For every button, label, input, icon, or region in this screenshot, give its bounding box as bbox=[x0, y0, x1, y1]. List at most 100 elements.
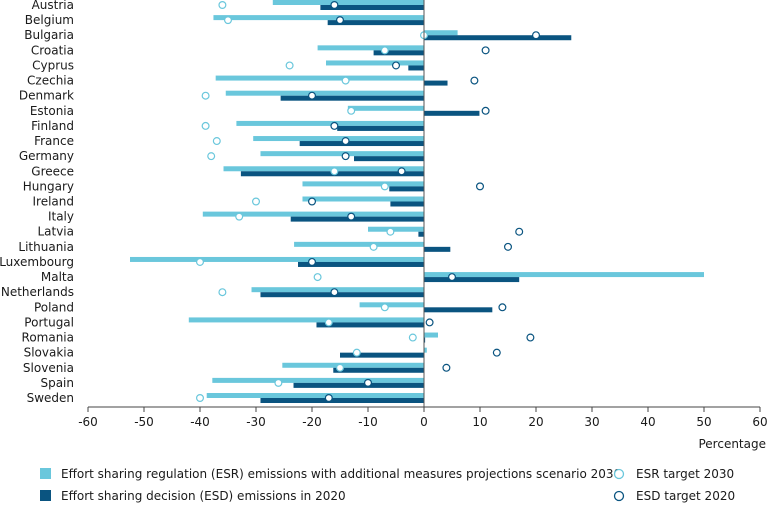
x-tick-layer: -60 -50 -40 -30 -20 -10 0 10 20 30 40 50 60 bbox=[78, 407, 768, 429]
marker-esd-target-latvia bbox=[515, 227, 524, 236]
marker-esr-target-czechia bbox=[341, 76, 350, 85]
marker-esr-target-slovenia bbox=[336, 363, 345, 372]
bar-esd-hungary bbox=[389, 186, 424, 192]
bar-esr-bulgaria bbox=[424, 30, 458, 36]
country-label-cyprus: Cyprus bbox=[32, 58, 74, 72]
country-label-netherlands: Netherlands bbox=[1, 285, 74, 299]
country-label-estonia: Estonia bbox=[30, 104, 74, 118]
bar-esr-portugal bbox=[188, 317, 424, 323]
bar-esr-sweden bbox=[206, 393, 424, 398]
marker-esr-target-cyprus bbox=[285, 61, 294, 70]
bar-esr-belgium bbox=[213, 15, 424, 21]
bar-esd-luxembourg bbox=[298, 261, 424, 267]
bar-esd-france bbox=[299, 141, 424, 147]
country-label-latvia: Latvia bbox=[37, 225, 74, 239]
bar-esd-austria bbox=[320, 5, 424, 10]
marker-esr-target-latvia bbox=[386, 227, 395, 236]
bar-esd-cyprus bbox=[408, 65, 424, 71]
marker-esr-target-greece bbox=[330, 167, 339, 176]
marker-esr-target-luxembourg bbox=[196, 257, 205, 266]
marker-esd-target-slovenia bbox=[442, 363, 451, 372]
marker-esd-target-portugal bbox=[425, 318, 434, 327]
marker-esd-target-ireland bbox=[308, 197, 317, 206]
x-tick-label: 50 bbox=[696, 415, 711, 429]
marker-esr-target-italy bbox=[235, 212, 244, 221]
marker-esr-target-spain bbox=[274, 378, 283, 387]
bar-esr-estonia bbox=[347, 105, 424, 111]
bar-esd-spain bbox=[293, 382, 424, 388]
marker-esr-target-finland bbox=[201, 121, 210, 130]
country-label-slovakia: Slovakia bbox=[24, 346, 74, 360]
marker-esr-target-ireland bbox=[252, 197, 261, 206]
x-tick-label: -30 bbox=[246, 415, 266, 429]
marker-esr-target-austria bbox=[218, 0, 227, 10]
bar-esd-croatia bbox=[373, 50, 424, 56]
x-tick-label: -40 bbox=[190, 415, 210, 429]
country-label-austria: Austria bbox=[32, 0, 74, 12]
x-tick-label: -10 bbox=[358, 415, 378, 429]
marker-esd-target-denmark bbox=[308, 91, 317, 100]
bar-esr-croatia bbox=[317, 45, 424, 51]
bar-esd-romania bbox=[424, 337, 426, 343]
bar-esr-luxembourg bbox=[130, 256, 424, 262]
bar-esd-lithuania bbox=[424, 246, 451, 252]
x-tick-label: -60 bbox=[78, 415, 98, 429]
marker-esr-target-germany bbox=[207, 152, 216, 161]
marker-esd-target-romania bbox=[526, 333, 535, 342]
bar-esr-germany bbox=[260, 151, 424, 157]
bar-esr-netherlands bbox=[251, 287, 424, 293]
marker-layer bbox=[196, 0, 540, 403]
marker-esd-target-luxembourg bbox=[308, 257, 317, 266]
country-label-ireland: Ireland bbox=[32, 195, 74, 209]
legend-esd-label: Effort sharing decision (ESD) emissions … bbox=[61, 489, 346, 503]
bar-esr-spain bbox=[212, 377, 424, 383]
marker-esd-target-germany bbox=[341, 152, 350, 161]
marker-esd-target-hungary bbox=[476, 182, 485, 191]
marker-esd-target-slovakia bbox=[492, 348, 501, 357]
legend-esr-label: Effort sharing regulation (ESR) emission… bbox=[61, 467, 621, 481]
legend-esd-target-label: ESD target 2020 bbox=[636, 489, 735, 503]
marker-esd-target-czechia bbox=[470, 76, 479, 85]
bar-esr-hungary bbox=[302, 181, 424, 187]
country-label-luxembourg: Luxembourg bbox=[0, 255, 74, 269]
marker-esr-target-slovakia bbox=[352, 348, 361, 357]
bar-esd-bulgaria bbox=[424, 35, 572, 41]
bar-esd-ireland bbox=[390, 201, 424, 207]
bar-esr-romania bbox=[424, 332, 438, 338]
marker-esd-target-poland bbox=[498, 303, 507, 312]
country-label-belgium: Belgium bbox=[25, 13, 74, 27]
bar-esr-ireland bbox=[302, 196, 424, 202]
bar-esr-finland bbox=[236, 120, 424, 126]
marker-esd-target-malta bbox=[448, 273, 457, 282]
marker-esr-target-hungary bbox=[380, 182, 389, 191]
marker-esr-target-portugal bbox=[324, 318, 333, 327]
x-tick-label: 0 bbox=[420, 415, 428, 429]
country-label-hungary: Hungary bbox=[23, 179, 74, 193]
legend-esd-target-marker bbox=[613, 490, 625, 502]
marker-esd-target-cyprus bbox=[392, 61, 401, 70]
bar-esr-malta bbox=[424, 272, 704, 278]
bar-esr-slovakia bbox=[424, 347, 427, 353]
bar-esd-slovenia bbox=[333, 367, 424, 373]
country-label-spain: Spain bbox=[40, 376, 74, 390]
marker-esd-target-croatia bbox=[481, 46, 490, 55]
bar-esd-estonia bbox=[424, 110, 480, 116]
legend-esr-swatch bbox=[40, 468, 51, 479]
bar-esr-denmark bbox=[225, 90, 424, 96]
country-label-romania: Romania bbox=[22, 331, 74, 345]
x-tick-label: -20 bbox=[302, 415, 322, 429]
bar-esd-germany bbox=[354, 156, 424, 162]
marker-esr-target-sweden bbox=[196, 394, 205, 403]
marker-esd-target-netherlands bbox=[330, 288, 339, 297]
x-tick-label: 10 bbox=[472, 415, 487, 429]
bar-esd-slovakia bbox=[340, 352, 424, 358]
marker-esr-target-denmark bbox=[201, 91, 210, 100]
country-label-bulgaria: Bulgaria bbox=[24, 28, 74, 42]
bar-esr-greece bbox=[223, 166, 424, 172]
bar-esr-italy bbox=[202, 211, 424, 217]
country-label-slovenia: Slovenia bbox=[23, 361, 74, 375]
bar-esr-czechia bbox=[215, 75, 424, 81]
marker-esr-target-malta bbox=[313, 273, 322, 282]
bar-esd-poland bbox=[424, 307, 493, 313]
